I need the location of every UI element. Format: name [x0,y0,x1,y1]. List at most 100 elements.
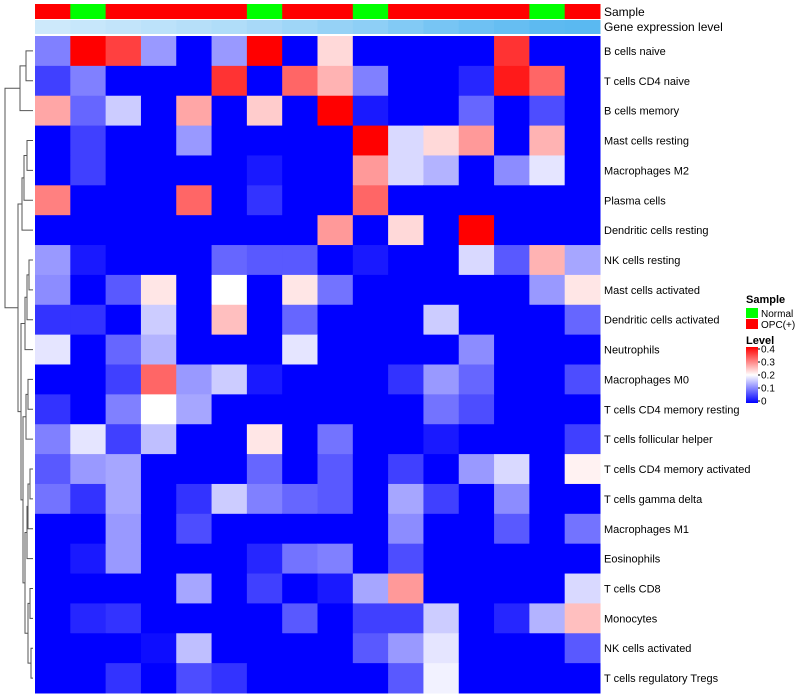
legend-label-normal: Normal [761,309,793,320]
heatmap-cell [564,394,601,425]
heatmap-cell [352,483,389,515]
heatmap-cell [458,633,495,664]
heatmap-cell [70,245,107,276]
heatmap-cell [423,454,460,485]
dendrogram-branch [4,87,20,309]
heatmap-cell [105,513,142,545]
heatmap-cell [282,603,318,634]
dendrogram-branch [25,50,33,82]
heatmap-cell [564,304,601,336]
level-tick-label: 0.2 [761,371,775,382]
heatmap-cell [564,334,601,365]
heatmap-cell [70,573,107,604]
row-label: T cells CD4 naive [604,76,690,88]
heatmap-cell [282,95,318,127]
heatmap-cell [176,364,213,395]
heatmap-cell [211,483,248,515]
legend-label-opc: OPC(+) [761,320,795,331]
heatmap-cell [35,454,71,485]
heatmap-cell [35,155,71,186]
heatmap-cell [140,603,177,634]
heatmap-cell [211,454,248,485]
heatmap-cell [105,424,142,455]
heatmap-cell [317,155,354,186]
heatmap-cell [246,364,283,395]
heatmap-cell [140,334,177,365]
heatmap-cell [529,65,566,97]
heatmap-cell [70,304,107,336]
heatmap-cell [317,573,354,604]
heatmap-cell [388,364,424,395]
level-tick-label: 0.1 [761,384,775,395]
heatmap-cell [494,483,530,515]
heatmap-cell [317,334,354,365]
heatmap-cell [246,334,283,365]
heatmap-cell [140,304,177,336]
row-label: Mast cells activated [604,285,700,297]
heatmap-cell [70,155,107,186]
sample-cell [246,4,283,19]
heatmap-cell [176,215,213,246]
heatmap-cell [282,364,318,395]
heatmap-cell [494,95,530,127]
heatmap-cell [564,364,601,395]
heatmap-cell [282,573,318,604]
heatmap-cell [211,245,248,276]
heatmap-cell [423,36,460,67]
heatmap-cell [211,513,248,545]
row-label: T cells CD4 memory resting [604,404,740,416]
heatmap-cell [494,454,530,485]
heatmap-cell [317,36,354,67]
heatmap-cell [458,424,495,455]
heatmap-cell [458,155,495,186]
heatmap-cell [105,663,142,694]
sample-cell [388,4,424,19]
heatmap-cell [70,424,107,455]
row-dendrogram [4,50,33,679]
heatmap-cell [564,155,601,186]
row-label: T cells CD4 memory activated [604,464,751,476]
heatmap-cell [282,633,318,664]
heatmap-cell [317,633,354,664]
sample-legend: Sample Normal OPC(+) [746,294,795,331]
heatmap-cell [317,125,354,156]
heatmap-cell [282,65,318,97]
dendrogram-branch [26,274,33,321]
sample-legend-title: Sample [746,294,785,306]
heatmap-cell [317,65,354,97]
heatmap-cell [246,424,283,455]
heatmap-cell [70,65,107,97]
heatmap-cell [529,304,566,336]
heatmap-cell [494,663,530,694]
heatmap-cell [317,185,354,216]
heatmap-cell [494,125,530,156]
heatmap-cell [35,36,71,67]
heatmap-cell [423,633,460,664]
row-label: Macrophages M0 [604,374,689,386]
heatmap-cell [35,513,71,545]
heatmap-cell [35,334,71,365]
heatmap-cell [529,274,566,306]
heatmap-cell [423,513,460,545]
heatmap-cell [388,633,424,664]
heatmap-cell [211,215,248,246]
heatmap-cell [564,125,601,156]
dendrogram-branch [23,154,33,201]
heatmap-cell [282,543,318,575]
heatmap-cell [176,274,213,306]
heatmap-cell [423,603,460,634]
heatmap-cell [423,274,460,306]
heatmap-cell [564,633,601,664]
heatmap-cell [458,334,495,365]
heatmap-cell [140,573,177,604]
heatmap-cell [211,543,248,575]
heatmap-cell [105,215,142,246]
sample-cell [352,4,389,19]
heatmap-cell [176,663,213,694]
heatmap-cell [564,663,601,694]
gene-expression-level-cell [458,20,495,34]
heatmap-cell [388,513,424,545]
heatmap-cell [140,245,177,276]
heatmap-cell [105,304,142,336]
heatmap-cell [246,245,283,276]
